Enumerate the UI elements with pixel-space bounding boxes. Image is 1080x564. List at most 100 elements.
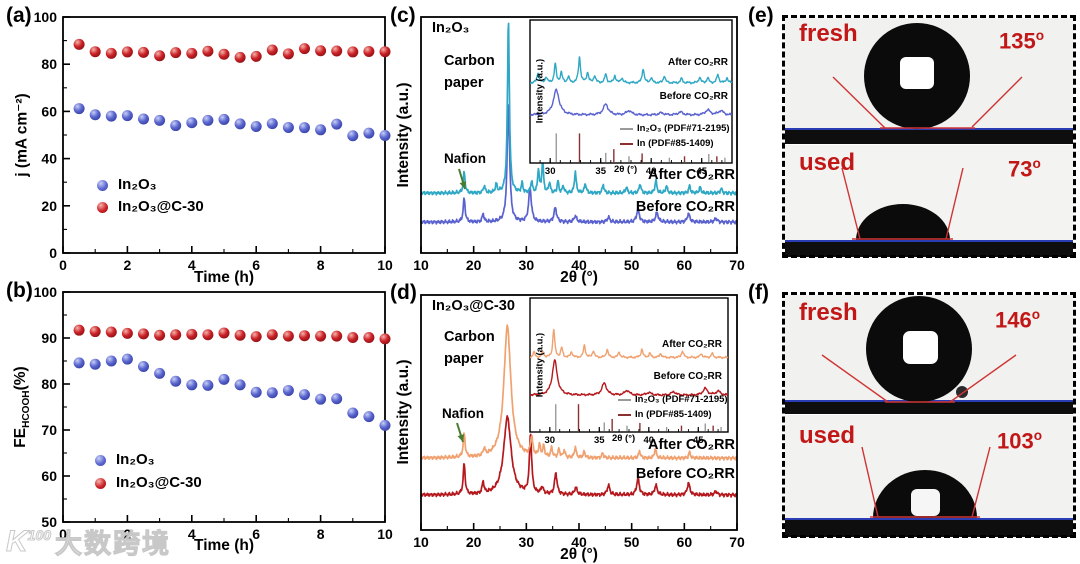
svg-text:30: 30	[545, 435, 556, 446]
watermark-logo: K100	[6, 524, 52, 558]
svg-text:2: 2	[124, 526, 132, 542]
svg-text:40: 40	[646, 166, 657, 177]
svg-text:8: 8	[317, 526, 325, 542]
svg-text:70: 70	[41, 422, 57, 438]
d-inset-legend-line-in2o3	[618, 398, 631, 401]
d-after-curve-label: After CO₂RR	[648, 437, 735, 453]
svg-text:10: 10	[377, 257, 393, 273]
a-legend-label-c30: In₂O₃@C-30	[118, 198, 204, 215]
contact-angle-graphics	[821, 23, 1023, 518]
watermark-text: 大数跨境	[55, 529, 172, 560]
panel-d-plot: 10 20 30 40 50 60 70 30 35 40 45	[413, 294, 745, 550]
c-after-curve-label: After CO₂RR	[648, 167, 735, 183]
svg-text:0: 0	[59, 257, 67, 273]
panel-label-f: (f)	[748, 281, 769, 304]
d-inset-legend-in2o3: In₂O₃ (PDF#71-2195)	[618, 394, 728, 405]
svg-text:30: 30	[519, 257, 535, 273]
svg-text:40: 40	[571, 534, 587, 550]
c-x-axis-label: 2θ (°)	[560, 269, 598, 286]
f-fresh-label: fresh	[799, 299, 858, 326]
svg-text:6: 6	[252, 257, 260, 273]
c-nafion-label: Nafion	[444, 151, 486, 166]
panel-d-inset: 30 35 40 45	[529, 297, 729, 446]
c-inset-legend-line-in2o3	[620, 127, 633, 130]
d-inset-legend-in: In (PDF#85-1409)	[618, 409, 712, 420]
panel-f-border	[782, 292, 1076, 538]
substrate-f-used	[785, 518, 1073, 537]
svg-text:80: 80	[41, 376, 57, 392]
b-legend-label-in2o3: In₂O₃	[116, 451, 155, 468]
substrate-e-fresh	[785, 128, 1073, 144]
f-used-angle: 103o	[997, 428, 1043, 454]
e-fresh-angle: 135o	[999, 28, 1045, 54]
panel-e-border	[782, 15, 1076, 258]
panel-label-c: (c)	[390, 4, 416, 27]
svg-text:35: 35	[595, 166, 606, 177]
a-y-axis-label: j (mA cm⁻²)	[13, 93, 31, 177]
svg-text:20: 20	[466, 534, 482, 550]
d-sample-label: In₂O₃@C-30	[432, 298, 515, 314]
svg-text:4: 4	[188, 257, 196, 273]
panel-a-plot: 0 20 40 60 80 100 0 2 4 6 8 10	[34, 9, 393, 273]
svg-text:60: 60	[41, 468, 57, 484]
svg-text:60: 60	[41, 103, 57, 119]
svg-text:100: 100	[34, 9, 58, 25]
svg-text:0: 0	[49, 245, 57, 261]
d-y-axis-label: Intensity (a.u.)	[395, 359, 412, 465]
panel-c-inset: 30 35 40 45	[529, 19, 733, 177]
d-nafion-label: Nafion	[442, 406, 484, 421]
c-before-curve-label: Before CO₂RR	[635, 199, 735, 215]
svg-text:40: 40	[41, 151, 57, 167]
b-legend-marker-c30	[95, 478, 106, 489]
c-inset-after-label: After CO₂RR	[668, 57, 728, 68]
svg-text:2: 2	[124, 257, 132, 273]
svg-text:80: 80	[41, 56, 57, 72]
svg-text:35: 35	[594, 435, 605, 446]
svg-text:50: 50	[624, 534, 640, 550]
svg-text:20: 20	[41, 198, 57, 214]
d-x-axis-label: 2θ (°)	[560, 546, 598, 563]
e-used-label: used	[799, 149, 856, 176]
svg-text:70: 70	[729, 257, 745, 273]
a-legend-label-in2o3: In₂O₃	[118, 176, 157, 193]
f-fresh-angle: 146o	[995, 307, 1041, 333]
a-legend-marker-in2o3	[97, 180, 108, 191]
c-sample-label: In₂O₃	[432, 20, 470, 36]
svg-text:45: 45	[696, 166, 707, 177]
c-y-axis-label: Intensity (a.u.)	[395, 82, 412, 188]
svg-text:40: 40	[644, 435, 655, 446]
svg-text:30: 30	[519, 534, 535, 550]
f-used-label: used	[799, 422, 856, 449]
panel-label-a: (a)	[6, 4, 32, 27]
svg-text:6: 6	[252, 526, 260, 542]
e-fresh-label: fresh	[799, 20, 858, 47]
panel-label-d: (d)	[390, 281, 417, 304]
svg-text:10: 10	[413, 257, 429, 273]
svg-text:10: 10	[413, 534, 429, 550]
c-inset-legend-line-in	[620, 142, 633, 145]
d-carbon-paper-label: Carbon paper	[444, 329, 495, 368]
c-carbon-paper-label: Carbon paper	[444, 53, 495, 92]
nafion-arrow	[458, 168, 467, 190]
b-y-axis-label: FEHCOOH(%)	[11, 366, 33, 448]
panel-label-e: (e)	[748, 4, 774, 27]
b-x-axis-label: Time (h)	[194, 537, 254, 554]
a-x-axis-label: Time (h)	[194, 269, 254, 286]
svg-text:20: 20	[466, 257, 482, 273]
d-inset-before-label: Before CO₂RR	[653, 371, 722, 382]
svg-text:45: 45	[693, 435, 704, 446]
b-legend-marker-in2o3	[95, 455, 106, 466]
b-legend-label-c30: In₂O₃@C-30	[116, 474, 202, 491]
panel-c-plot: 10 20 30 40 50 60 70 30 35 40 45	[413, 16, 745, 273]
panel-b-plot: 50 60 70 80 90 100 0 2 4 6 8 10	[34, 284, 393, 542]
svg-text:100: 100	[34, 284, 58, 300]
c-inset-before-label: Before CO₂RR	[659, 91, 728, 102]
svg-text:30: 30	[545, 166, 556, 177]
e-used-angle: 73o	[1008, 156, 1041, 182]
svg-text:0: 0	[59, 526, 67, 542]
svg-text:10: 10	[377, 526, 393, 542]
d-inset-x-label: 2θ (°)	[612, 433, 636, 444]
c-inset-x-label: 2θ (°)	[614, 164, 638, 175]
